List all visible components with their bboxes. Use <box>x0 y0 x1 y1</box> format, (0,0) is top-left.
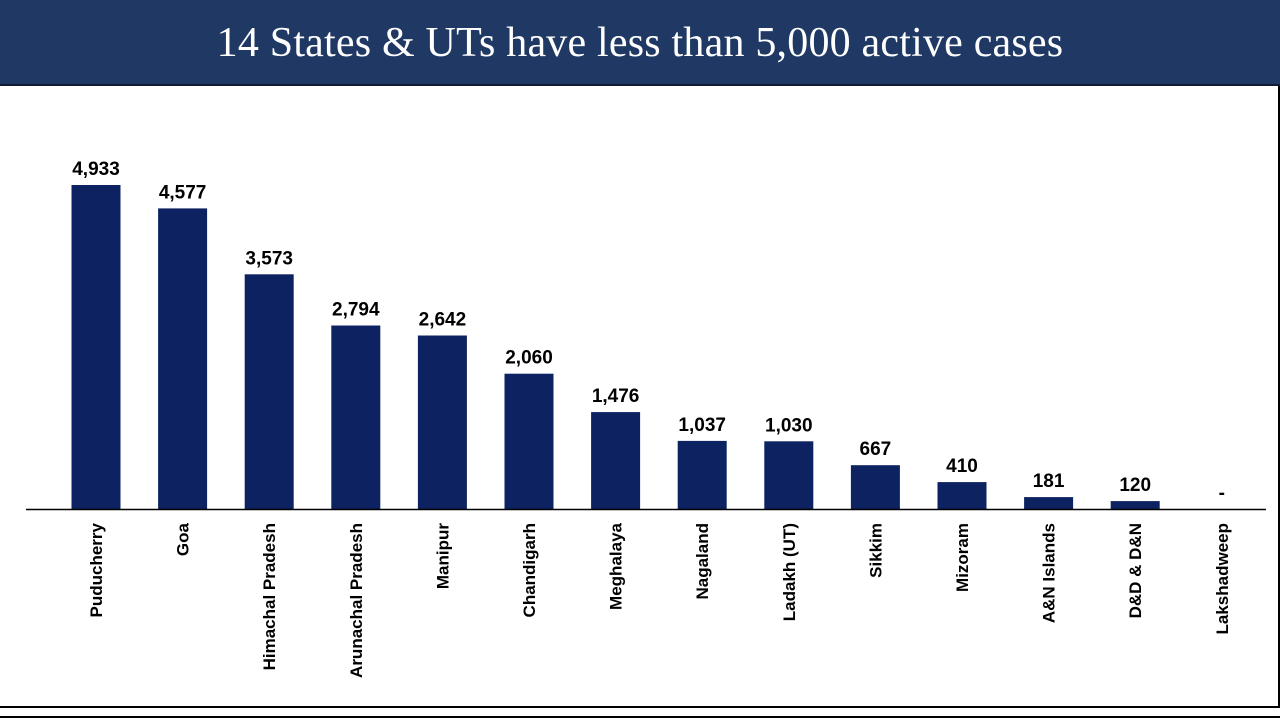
data-label: - <box>1219 483 1225 504</box>
bar <box>1110 501 1160 509</box>
category-label: Puducherry <box>87 522 106 617</box>
data-label: 4,577 <box>159 182 207 203</box>
footer-divider <box>0 716 1280 718</box>
category-label: Meghalaya <box>607 522 626 609</box>
bar <box>937 482 987 509</box>
bar <box>331 325 381 509</box>
category-label: Manipur <box>433 523 452 589</box>
category-label: Himachal Pradesh <box>260 523 279 670</box>
bar <box>850 465 900 509</box>
bar <box>244 274 294 509</box>
data-label: 1,476 <box>592 386 640 407</box>
bar <box>417 335 467 509</box>
data-label: 2,794 <box>332 300 380 321</box>
data-label: 2,642 <box>419 310 467 331</box>
category-label: Lakshadweep <box>1213 523 1232 635</box>
data-label: 4,933 <box>72 159 120 180</box>
bar <box>1024 497 1074 509</box>
data-label: 181 <box>1033 471 1065 492</box>
data-label: 3,573 <box>245 248 293 269</box>
bar <box>591 412 641 509</box>
category-label: Mizoram <box>953 523 972 592</box>
title-banner: 14 States & UTs have less than 5,000 act… <box>0 0 1280 86</box>
data-label: 1,030 <box>765 415 813 436</box>
category-label: A&N Islands <box>1040 523 1059 623</box>
bar <box>71 185 121 509</box>
bar <box>504 373 554 509</box>
chart-panel <box>0 86 1280 708</box>
category-label: Sikkim <box>866 523 885 578</box>
data-label: 2,060 <box>505 348 553 369</box>
category-label: Goa <box>174 522 193 556</box>
category-label: Nagaland <box>693 523 712 600</box>
data-label: 120 <box>1119 475 1151 496</box>
bar <box>764 441 814 509</box>
category-label: Ladakh (UT) <box>780 523 799 621</box>
bar <box>158 208 208 509</box>
data-label: 410 <box>946 456 978 477</box>
data-label: 1,037 <box>678 415 726 436</box>
category-label: Arunachal Pradesh <box>347 523 366 678</box>
page-title: 14 States & UTs have less than 5,000 act… <box>216 20 1064 66</box>
data-label: 667 <box>860 439 892 460</box>
category-label: D&D & D&N <box>1126 523 1145 618</box>
category-label: Chandigarh <box>520 523 539 617</box>
bar <box>677 440 727 509</box>
